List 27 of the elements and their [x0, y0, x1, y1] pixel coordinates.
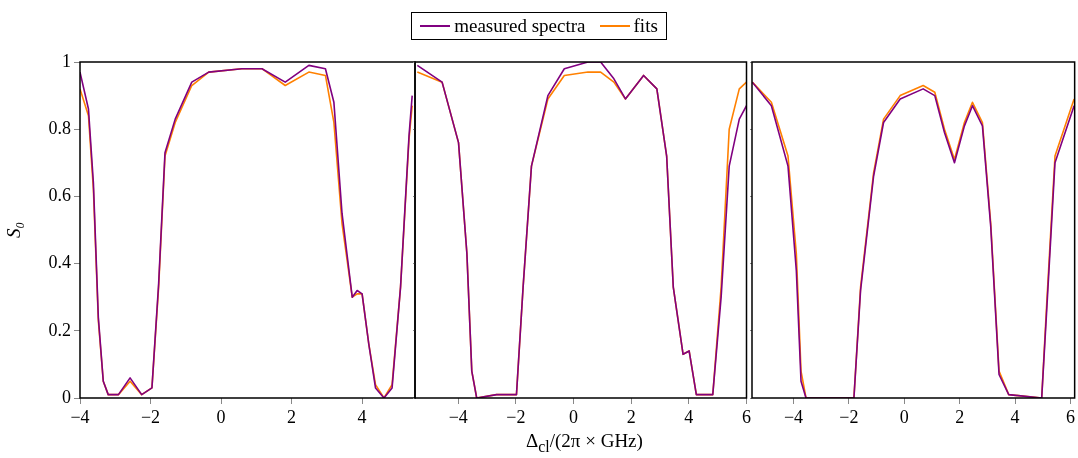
- legend-label: fits: [633, 15, 658, 37]
- y-tick-label: 0: [62, 386, 71, 407]
- x-tick-label: 0: [899, 406, 909, 427]
- x-tick-label: −4: [448, 406, 468, 427]
- y-tick-label: 1: [62, 50, 71, 71]
- x-tick-label: 0: [569, 406, 579, 427]
- y-tick-label: 0.4: [48, 252, 71, 273]
- legend-label: measured spectra: [454, 15, 586, 37]
- y-tick-label: 0.8: [48, 117, 71, 138]
- x-axis-title: Δ$_{cl}$/(2π × GHz): [525, 430, 644, 456]
- x-tick-label: 6: [742, 406, 751, 427]
- x-tick-label: −2: [140, 406, 161, 427]
- x-tick-label: 2: [955, 406, 965, 427]
- y-tick-label: 0.6: [48, 185, 71, 206]
- x-tick-label: −2: [839, 406, 859, 427]
- x-tick-label: 4: [357, 406, 367, 427]
- x-tick-label: 4: [1010, 406, 1020, 427]
- y-axis-title: S₀: [3, 221, 25, 239]
- x-tick-label: 0: [216, 406, 226, 427]
- x-tick-label: 2: [626, 406, 636, 427]
- x-tick-label: 4: [684, 406, 694, 427]
- x-tick-label: 6: [1066, 406, 1075, 427]
- x-tick-label: −4: [70, 406, 90, 427]
- x-tick-label: 2: [287, 406, 297, 427]
- x-tick-label: −2: [506, 406, 526, 427]
- y-tick-label: 0.2: [48, 319, 71, 340]
- x-tick-label: −4: [783, 406, 804, 427]
